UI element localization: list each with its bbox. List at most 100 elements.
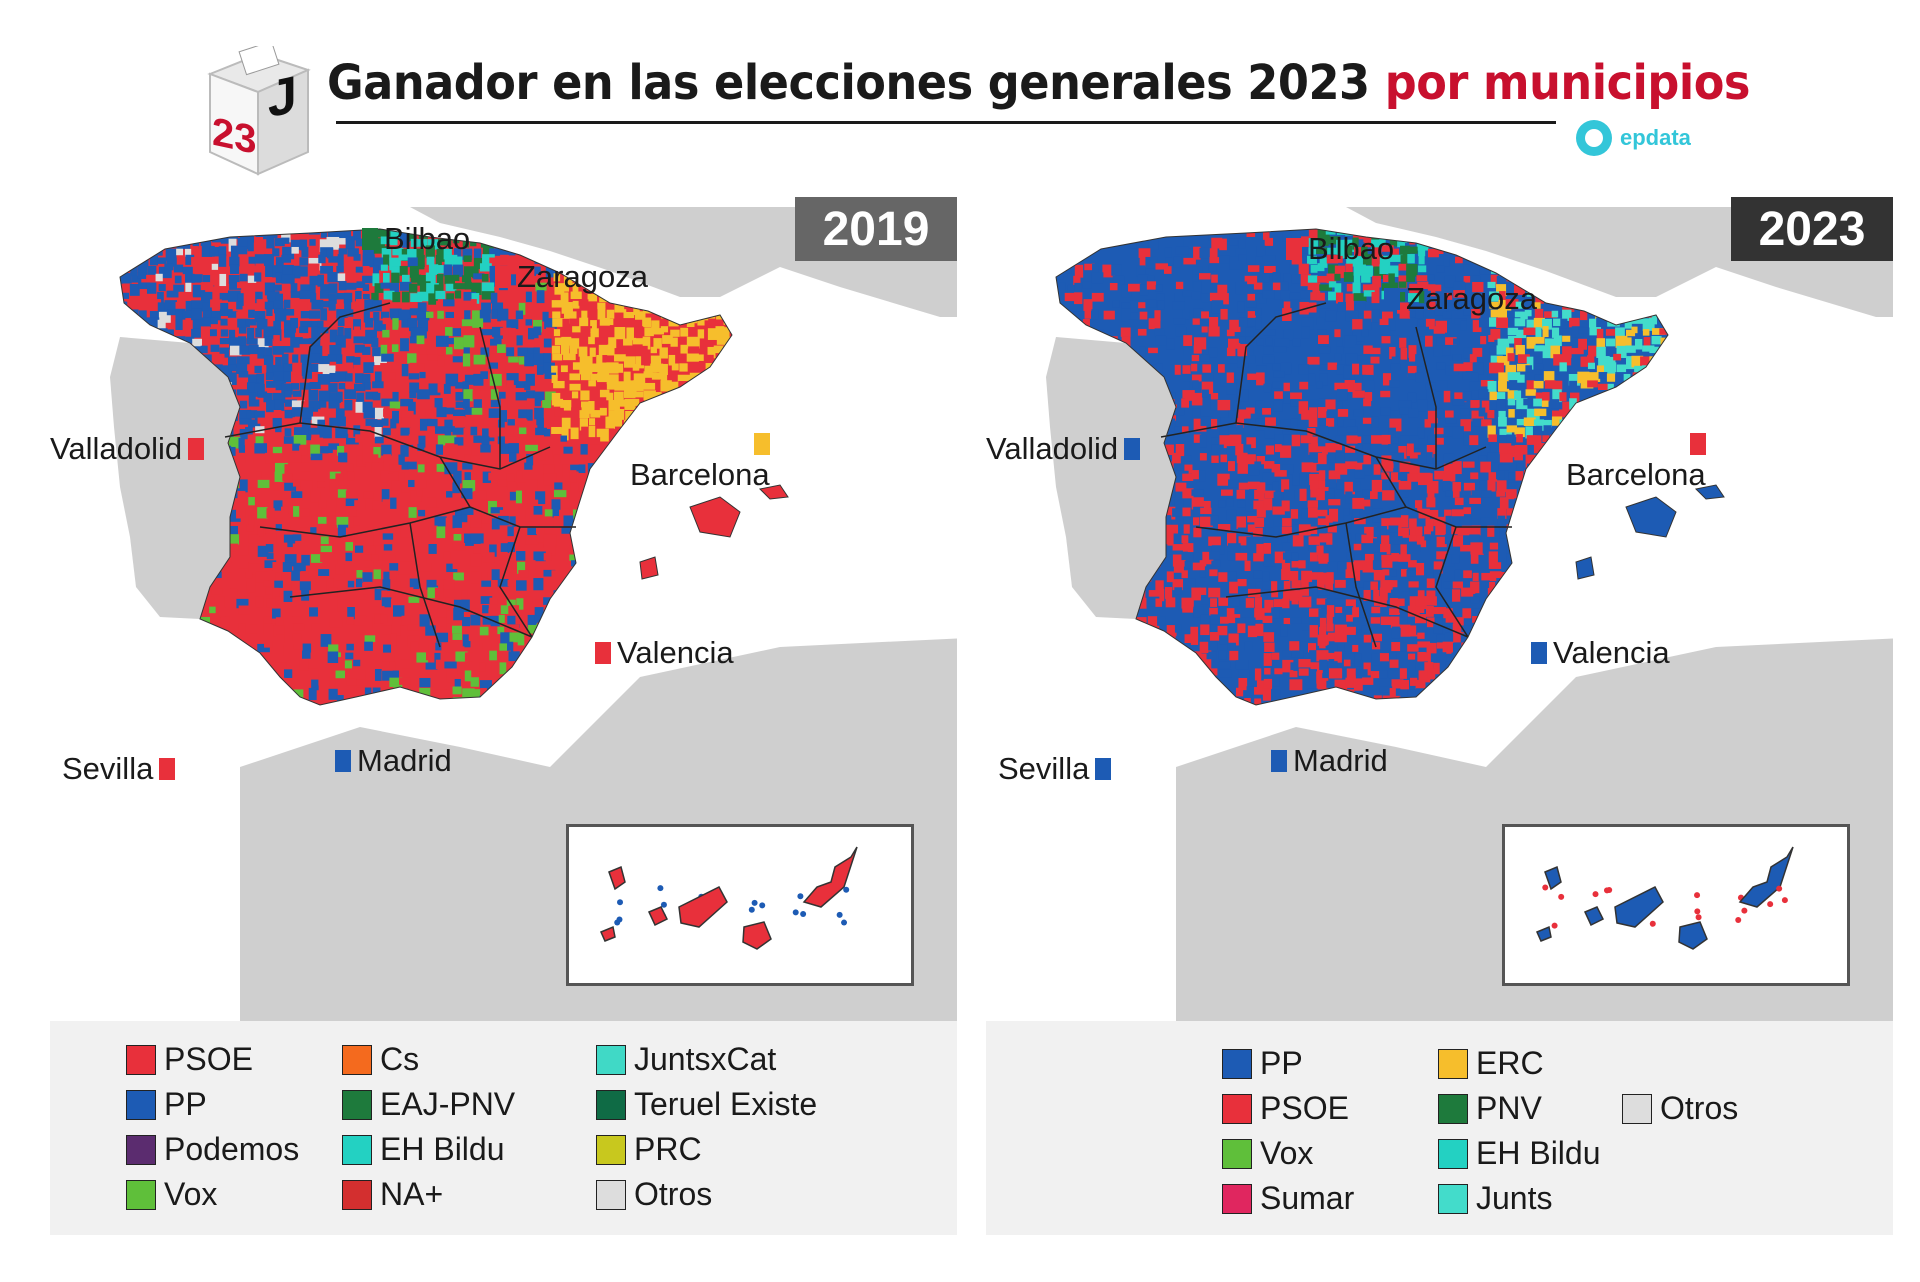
municipality-cell [1325, 479, 1337, 488]
municipality-cell [1532, 569, 1540, 578]
municipality-cell [1453, 301, 1462, 310]
municipality-cell [212, 353, 225, 364]
municipality-cell [1453, 338, 1460, 345]
municipality-cell [317, 327, 329, 334]
municipality-cell [1281, 479, 1290, 492]
municipality-cell [237, 318, 250, 328]
municipality-cell [149, 311, 161, 323]
municipality-cell [1533, 336, 1545, 344]
legend-swatch [596, 1134, 626, 1165]
legend-swatch [342, 1089, 372, 1120]
municipality-cell [473, 543, 481, 554]
municipality-cell [210, 274, 222, 286]
municipality-cell [1409, 435, 1419, 449]
municipality-cell [1309, 625, 1318, 638]
municipality-cell [1289, 264, 1301, 275]
municipality-cell [1361, 329, 1369, 337]
municipality-cell [1597, 383, 1609, 391]
municipality-cell [1343, 626, 1356, 635]
municipality-cell [1436, 551, 1448, 560]
municipality-cell [419, 677, 431, 688]
municipality-cell [1201, 311, 1209, 319]
municipality-cell [1210, 399, 1222, 411]
municipality-cell [1668, 552, 1675, 564]
municipality-cell [390, 704, 403, 705]
municipality-cell [1238, 409, 1251, 419]
municipality-cell [245, 572, 253, 579]
municipality-cell [382, 670, 395, 681]
municipality-cell [273, 284, 285, 291]
municipality-cell [1227, 614, 1241, 624]
municipality-cell [275, 662, 287, 670]
page-title: Ganador en las elecciones generales 2023… [327, 55, 1751, 111]
municipality-cell [1202, 677, 1212, 688]
municipality-cell [1238, 536, 1251, 546]
municipality-cell [363, 616, 373, 630]
municipality-cell [1553, 335, 1562, 347]
municipality-cell [1352, 607, 1359, 618]
municipality-cell [1415, 354, 1424, 367]
municipality-cell [246, 686, 253, 696]
municipality-cell [401, 410, 414, 423]
municipality-cell [1155, 580, 1164, 593]
municipality-cell [1580, 401, 1593, 412]
municipality-cell [1264, 642, 1275, 652]
municipality-cell [1244, 355, 1256, 364]
municipality-cell [149, 625, 157, 636]
municipality-cell [1172, 452, 1181, 464]
municipality-cell [281, 254, 292, 263]
municipality-cell [633, 326, 644, 338]
municipality-cell [1247, 317, 1261, 327]
municipality-cell [1616, 578, 1629, 586]
municipality-cell [1632, 372, 1643, 382]
municipality-cell [1310, 292, 1320, 301]
municipality-cell [1382, 482, 1390, 494]
municipality-cell [1362, 417, 1376, 424]
municipality-cell [1318, 470, 1326, 481]
municipality-cell [409, 536, 422, 545]
municipality-cell [1490, 597, 1498, 609]
municipality-cell [383, 571, 392, 581]
municipality-cell [500, 327, 512, 336]
municipality-cell [1100, 678, 1111, 689]
municipality-cell [336, 391, 343, 402]
epdata-logo-icon [1576, 120, 1612, 156]
municipality-cell [515, 490, 522, 504]
municipality-cell [266, 400, 276, 413]
municipality-cell [228, 364, 237, 372]
municipality-cell [614, 381, 626, 391]
municipality-cell [713, 419, 720, 430]
municipality-cell [327, 651, 339, 664]
municipality-cell [283, 526, 291, 538]
municipality-cell [1165, 597, 1176, 608]
municipality-cell [409, 265, 419, 278]
municipality-cell [1300, 641, 1308, 654]
municipality-cell [372, 400, 384, 412]
municipality-cell [419, 381, 431, 394]
municipality-cell [1379, 264, 1390, 275]
municipality-cell [1262, 273, 1270, 283]
municipality-cell [281, 274, 295, 285]
municipality-cell [427, 587, 438, 599]
municipality-cell [1490, 254, 1503, 266]
municipality-cell [1183, 347, 1194, 357]
municipality-cell [589, 553, 602, 561]
municipality-cell [462, 462, 473, 470]
municipality-cell [1280, 624, 1288, 637]
municipality-cell [473, 248, 482, 260]
municipality-cell [1056, 671, 1067, 681]
municipality-cell [1182, 365, 1191, 374]
municipality-cell [248, 534, 260, 544]
municipality-cell [1310, 436, 1318, 445]
municipality-cell [1202, 364, 1212, 376]
municipality-cell [516, 678, 525, 692]
municipality-cell [1508, 482, 1519, 491]
municipality-cell [418, 435, 426, 448]
municipality-cell [210, 317, 218, 325]
municipality-cell [579, 553, 592, 560]
municipality-cell [245, 230, 255, 243]
municipality-cell [1308, 443, 1319, 455]
municipality-cell [282, 473, 293, 482]
municipality-cell [464, 670, 472, 682]
municipality-cell [1057, 272, 1064, 280]
